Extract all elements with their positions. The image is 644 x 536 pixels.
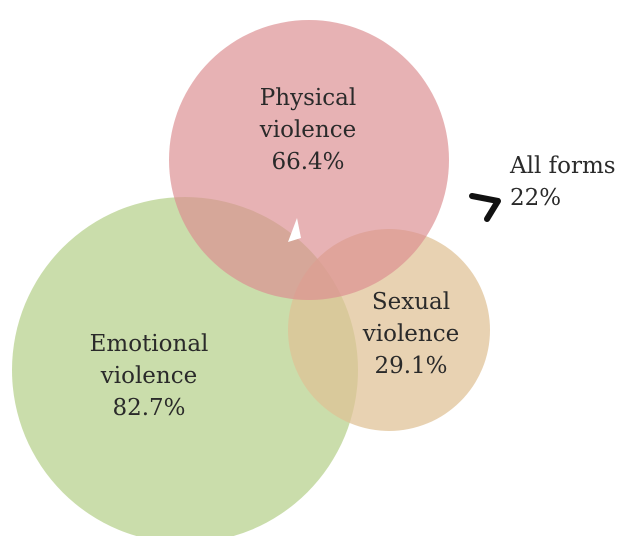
- physical-violence-circle: [169, 20, 449, 300]
- sexual-violence-line1: Sexual: [371, 289, 451, 315]
- physical-violence-line2: violence: [259, 117, 357, 143]
- emotional-violence-label: Emotional violence 82.7%: [64, 328, 234, 424]
- emotional-violence-line2: violence: [100, 363, 198, 389]
- emotional-violence-line1: Emotional: [89, 331, 209, 357]
- all-forms-label: All forms 22%: [510, 150, 644, 214]
- sexual-violence-line2: violence: [362, 321, 460, 347]
- sexual-violence-value: 29.1%: [374, 353, 448, 379]
- all-forms-value: 22%: [510, 185, 562, 211]
- physical-violence-label: Physical violence 66.4%: [223, 82, 393, 178]
- all-forms-line1: All forms: [510, 153, 616, 179]
- physical-violence-line1: Physical: [259, 85, 357, 111]
- physical-violence-value: 66.4%: [271, 149, 345, 175]
- all-forms-pointer-icon: [469, 193, 501, 222]
- emotional-violence-value: 82.7%: [112, 395, 186, 421]
- sexual-violence-label: Sexual violence 29.1%: [336, 286, 486, 382]
- center-gap-shape: [288, 218, 301, 242]
